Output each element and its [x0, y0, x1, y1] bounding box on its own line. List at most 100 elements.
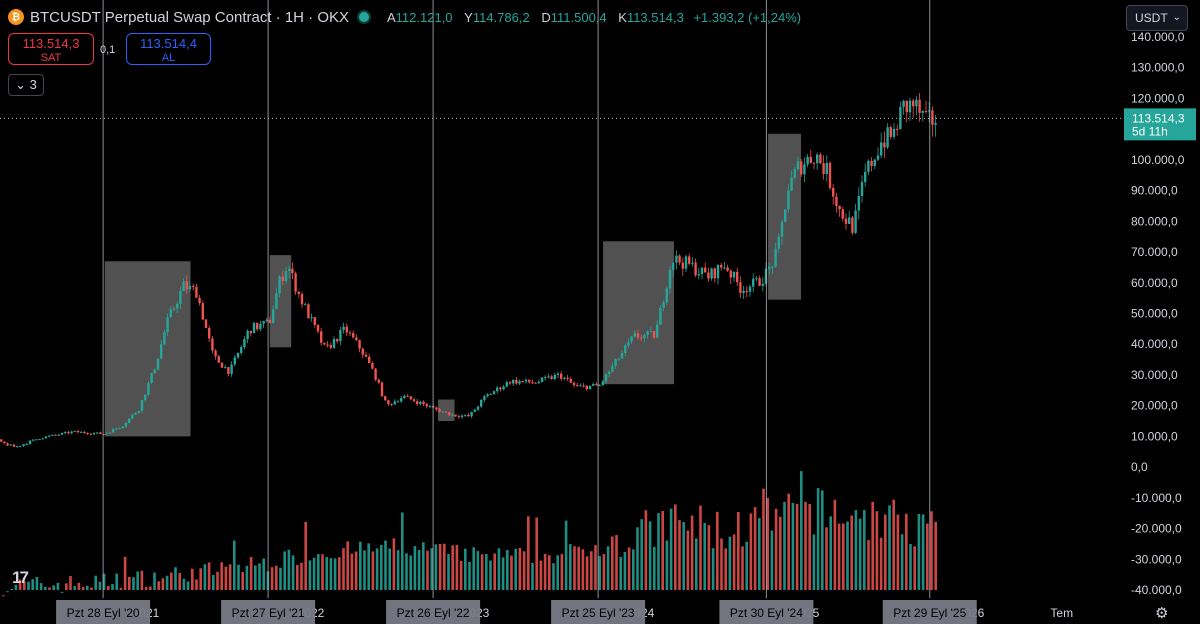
volume-bar [380, 544, 383, 590]
market-status-icon[interactable] [359, 12, 369, 22]
cycle-date-label-2: Pzt 26 Eyl '22 [397, 606, 470, 620]
volume-bar [888, 505, 891, 590]
candle-body [470, 411, 473, 417]
volume-bar [174, 567, 177, 590]
currency-select[interactable]: USDT ⌄ [1126, 5, 1188, 31]
candle-body [841, 209, 844, 219]
candle-body [252, 322, 256, 334]
gear-icon[interactable]: ⚙ [1155, 605, 1169, 622]
candle-body [240, 347, 243, 353]
candle-body [76, 430, 80, 433]
spread-value: 0,1 [100, 44, 116, 56]
cycle-date-label-5: Pzt 29 Eyl '25 [893, 606, 966, 620]
volume-bar [31, 579, 34, 590]
candle-body [358, 340, 361, 349]
volume-bar [842, 523, 845, 590]
volume-bar [909, 543, 912, 590]
volume-bar [325, 557, 328, 590]
volume-bar [144, 586, 148, 590]
candle-body [121, 426, 124, 428]
candle-body [867, 160, 870, 172]
volume-bar [413, 546, 417, 590]
candle-body [812, 162, 816, 164]
volume-bar [422, 542, 425, 590]
symbol-title[interactable]: BTCUSDT Perpetual Swap Contract · 1H · O… [30, 8, 349, 26]
candle-body [931, 110, 934, 125]
volume-bar [178, 572, 181, 590]
volume-bar [317, 554, 320, 590]
candle-body [518, 381, 521, 384]
candle-body [793, 169, 796, 178]
candle-body [854, 210, 857, 233]
volume-bar [388, 548, 391, 590]
volume-bar [254, 565, 257, 590]
candle-body [755, 278, 758, 280]
volume-bar [98, 581, 102, 590]
candle-body [537, 381, 540, 384]
candle-body [608, 371, 611, 375]
year-tick-label: Tem [1050, 606, 1073, 620]
candle-body [387, 400, 390, 404]
close-key: K [618, 9, 627, 25]
volume-bar [338, 557, 341, 590]
volume-bar [245, 565, 249, 590]
candle-body [745, 290, 748, 292]
volume-bar [426, 550, 429, 590]
cycle-date-label-0: Pzt 28 Eyl '20 [67, 606, 140, 620]
sell-button[interactable]: 113.514,3 SAT [8, 33, 94, 65]
volume-bar [539, 560, 543, 590]
candle-body [224, 367, 227, 369]
candle-body [723, 267, 726, 269]
volume-bar [476, 551, 480, 590]
low-value: 111.500,4 [550, 9, 607, 25]
candle-body [534, 382, 537, 384]
volume-bar [703, 522, 706, 590]
candle-body [156, 358, 160, 370]
volume-bar [14, 584, 18, 590]
candle-body [336, 338, 339, 342]
candle-body [179, 291, 182, 305]
candle-body [924, 111, 928, 113]
volume-bar [102, 573, 106, 590]
candle-body [870, 160, 873, 166]
candle-body [419, 401, 422, 404]
volume-bar [136, 571, 139, 590]
candle-body [675, 255, 678, 263]
highlight-zone-0 [104, 261, 191, 437]
volume-bar [837, 523, 841, 590]
candle-body [921, 111, 924, 113]
ohlc-readout: A112.121,0 Y114.786,2 D111.500,4 K113.51… [379, 10, 801, 25]
volume-bar [107, 585, 110, 590]
low-key: D [541, 9, 551, 25]
volume-bar [896, 514, 900, 590]
candle-body [700, 267, 704, 275]
volume-bar [279, 567, 282, 590]
volume-bar [275, 565, 278, 590]
candle-body [905, 100, 908, 113]
candle-body [579, 385, 582, 387]
candle-body [873, 159, 876, 166]
volume-bar [564, 520, 568, 590]
indicators-toggle[interactable]: ⌄ 3 [8, 74, 44, 96]
volume-bar [480, 554, 484, 590]
candle-body [166, 317, 169, 333]
volume-bar [23, 581, 26, 590]
volume-bar [392, 538, 396, 590]
volume-bar [774, 508, 778, 590]
volume-bar [149, 586, 152, 590]
volume-bar [644, 510, 648, 590]
highlight-zone-3 [603, 241, 674, 385]
volume-bar [161, 578, 165, 590]
volume-bar [753, 507, 757, 590]
candle-body [704, 267, 707, 273]
volume-bar [10, 588, 13, 590]
candle-body [889, 127, 892, 137]
volume-bar [443, 543, 446, 590]
candle-body [928, 110, 931, 112]
candle-body [195, 287, 198, 298]
candle-body [604, 374, 608, 382]
volume-bar [615, 535, 618, 590]
volume-bar [766, 498, 769, 590]
buy-button[interactable]: 113.514,4 AL [126, 33, 211, 65]
